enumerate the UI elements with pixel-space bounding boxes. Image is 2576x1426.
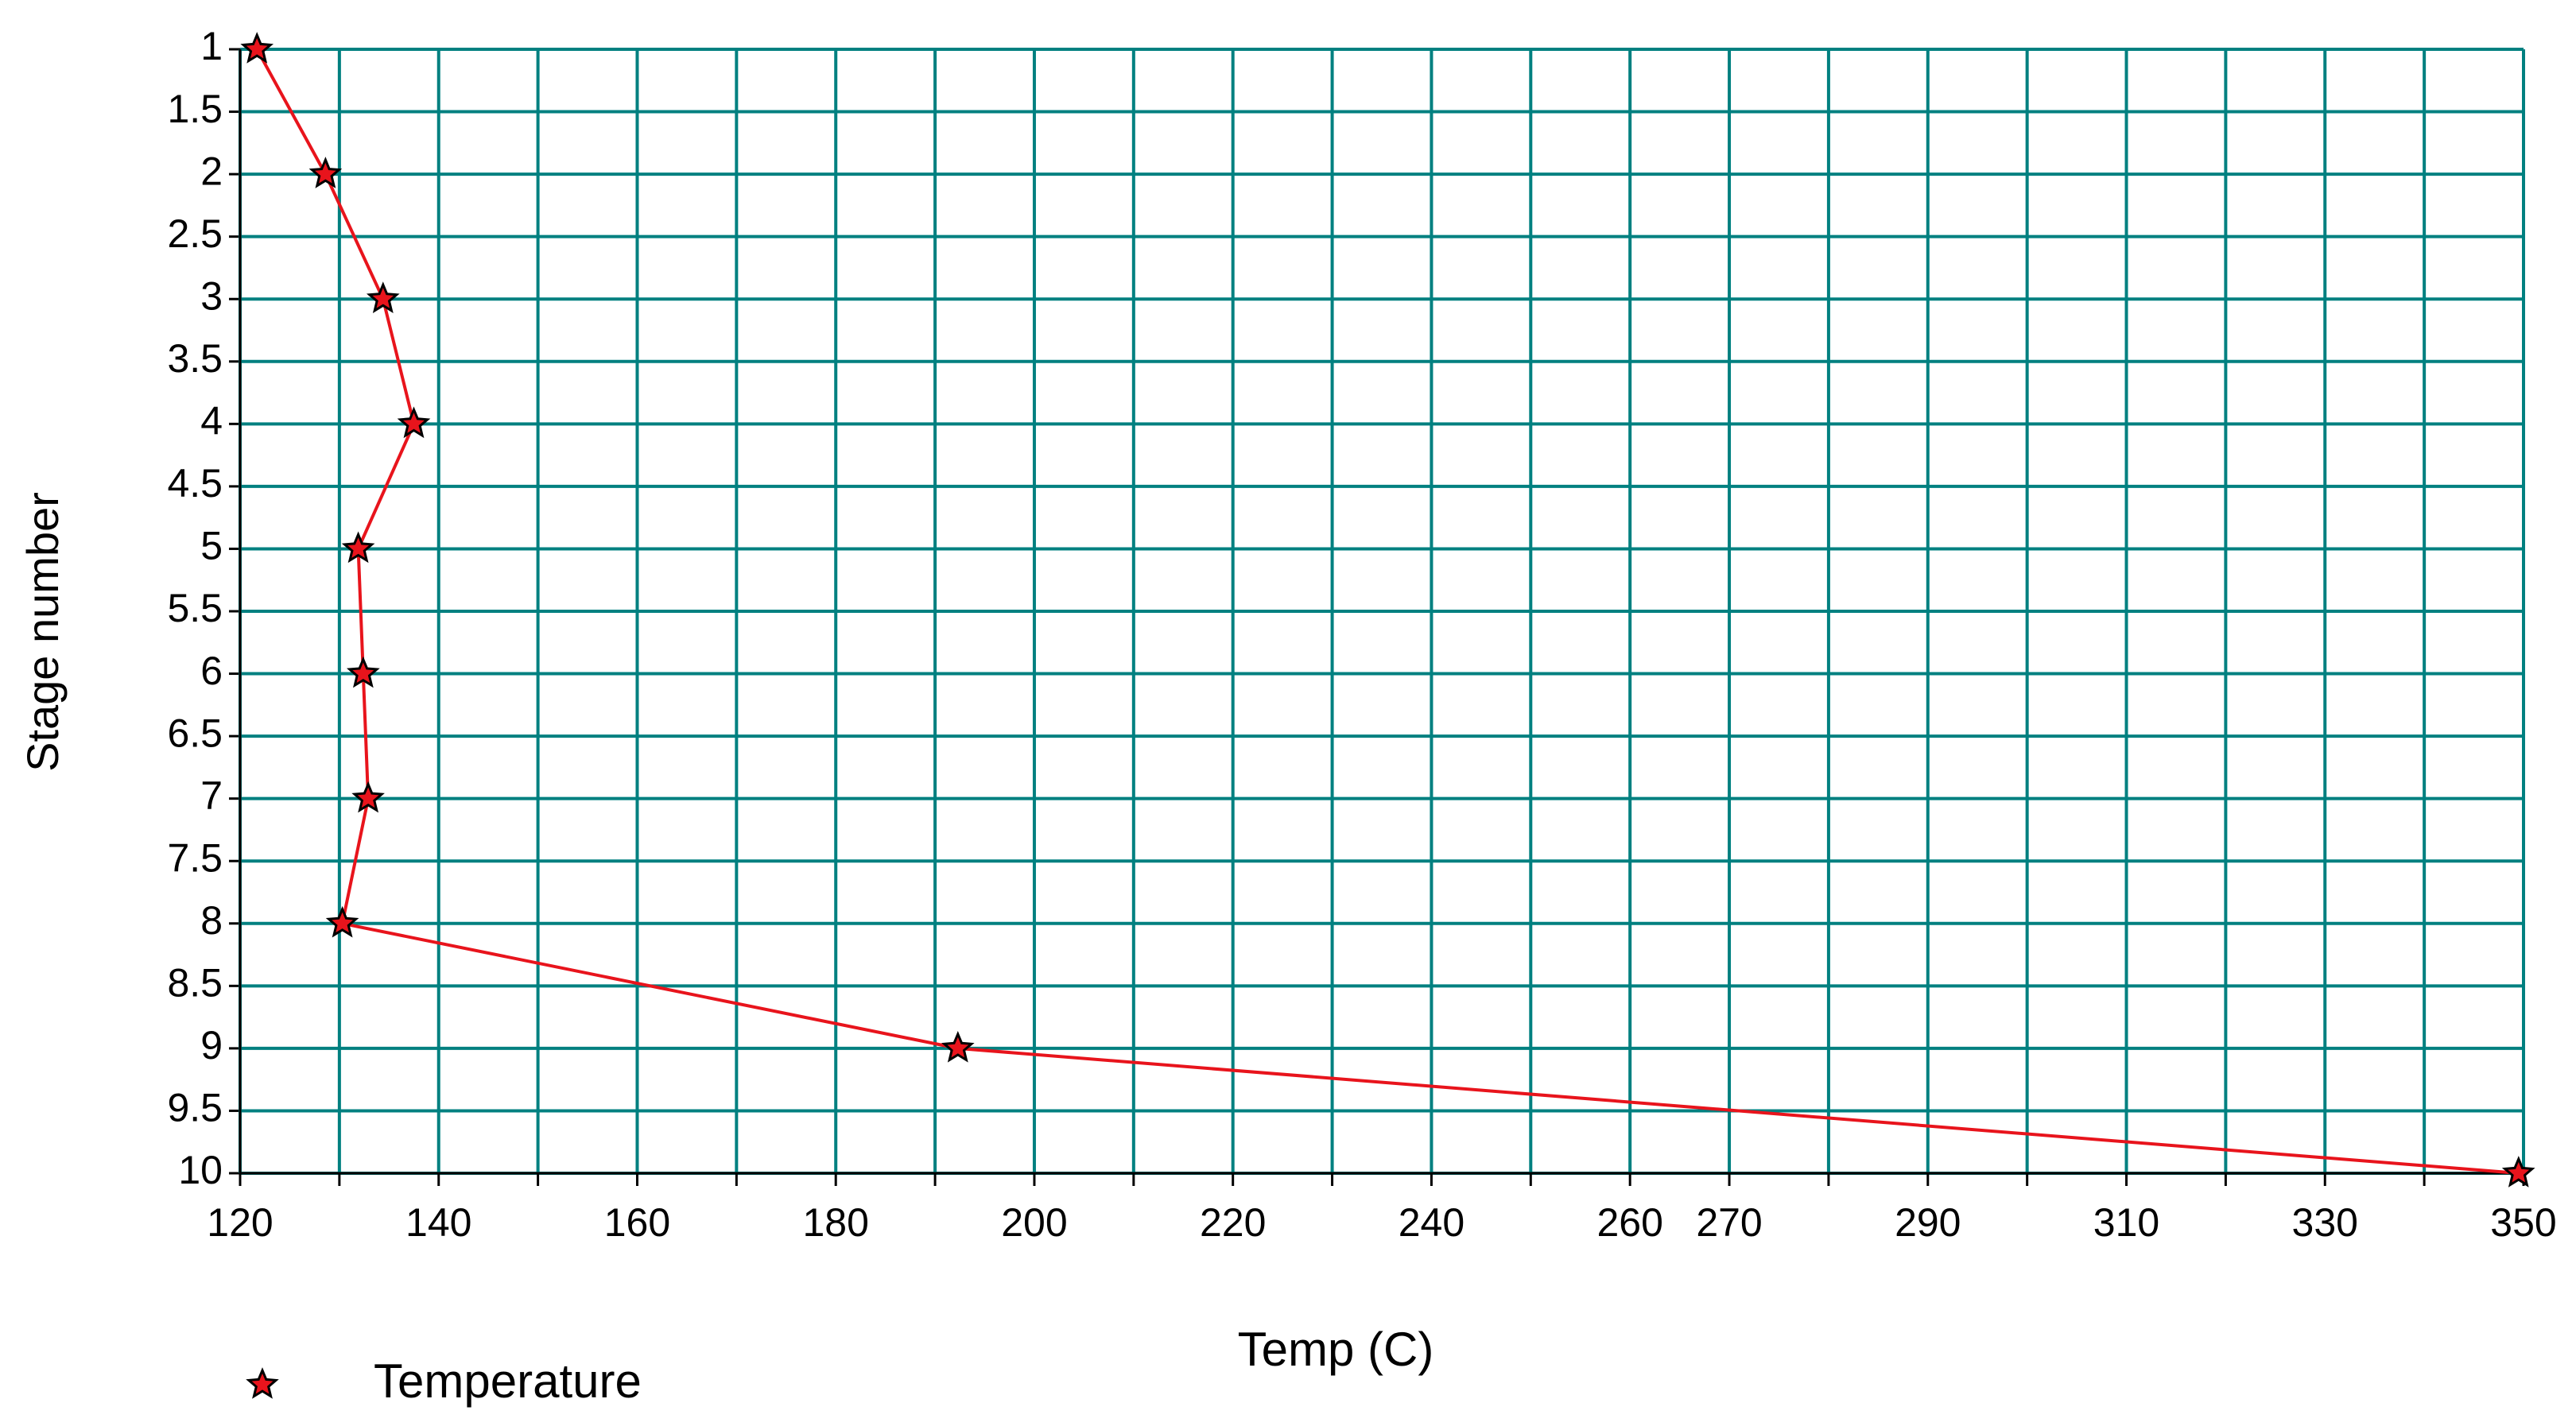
series-line: [255, 48, 2519, 1175]
y-tick-label: 6: [200, 649, 223, 693]
data-point: [397, 406, 431, 439]
data-point: [341, 531, 375, 564]
y-tick-label: 2: [200, 149, 223, 193]
y-tick-label: 3: [200, 273, 223, 318]
y-tick-label: 9: [200, 1023, 223, 1068]
y-tick-label: 7.5: [167, 835, 223, 880]
x-tick-label: 180: [802, 1200, 868, 1245]
y-tick-label: 4: [200, 399, 223, 444]
legend-label: Temperature: [374, 1354, 642, 1408]
x-tick-label: 290: [1895, 1200, 1961, 1245]
x-tick-label: 330: [2292, 1200, 2358, 1245]
data-point: [351, 781, 385, 813]
x-tick-label: 350: [2490, 1200, 2556, 1245]
y-tick-label: 5.5: [167, 586, 223, 630]
y-axis-label: Stage number: [17, 492, 68, 772]
y-tick-label: 8.5: [167, 961, 223, 1006]
x-tick-label: 140: [405, 1200, 471, 1245]
data-point: [941, 1031, 975, 1063]
x-tick-label: 160: [604, 1200, 670, 1245]
y-tick-label: 1.5: [167, 87, 223, 131]
y-tick-label: 1: [200, 24, 223, 68]
x-tick-label: 220: [1200, 1200, 1266, 1245]
y-tick-label: 2.5: [167, 211, 223, 256]
x-axis-label: Temp (C): [1238, 1323, 1434, 1376]
y-tick-label: 9.5: [167, 1086, 223, 1130]
y-tick-label: 10: [178, 1148, 223, 1192]
y-tick-label: 7: [200, 773, 223, 818]
y-tick-label: 6.5: [167, 711, 223, 755]
y-tick-label: 8: [200, 898, 223, 943]
x-tick-label: 240: [1399, 1200, 1465, 1245]
y-tick-label: 4.5: [167, 461, 223, 506]
y-tick-label: 3.5: [167, 336, 223, 381]
y-tick-label: 5: [200, 524, 223, 568]
x-tick-label: 310: [2093, 1200, 2159, 1245]
x-tick-label: 200: [1001, 1200, 1067, 1245]
data-point: [2501, 1156, 2535, 1188]
data-point: [366, 281, 400, 313]
x-tick-label: 270: [1696, 1200, 1762, 1245]
data-point: [325, 905, 359, 938]
x-tick-label: 120: [207, 1200, 273, 1245]
data-point: [347, 656, 380, 688]
data-point: [308, 157, 343, 188]
legend-marker: [246, 1367, 279, 1399]
x-tick-label: 260: [1596, 1200, 1662, 1245]
data-point: [240, 32, 274, 64]
